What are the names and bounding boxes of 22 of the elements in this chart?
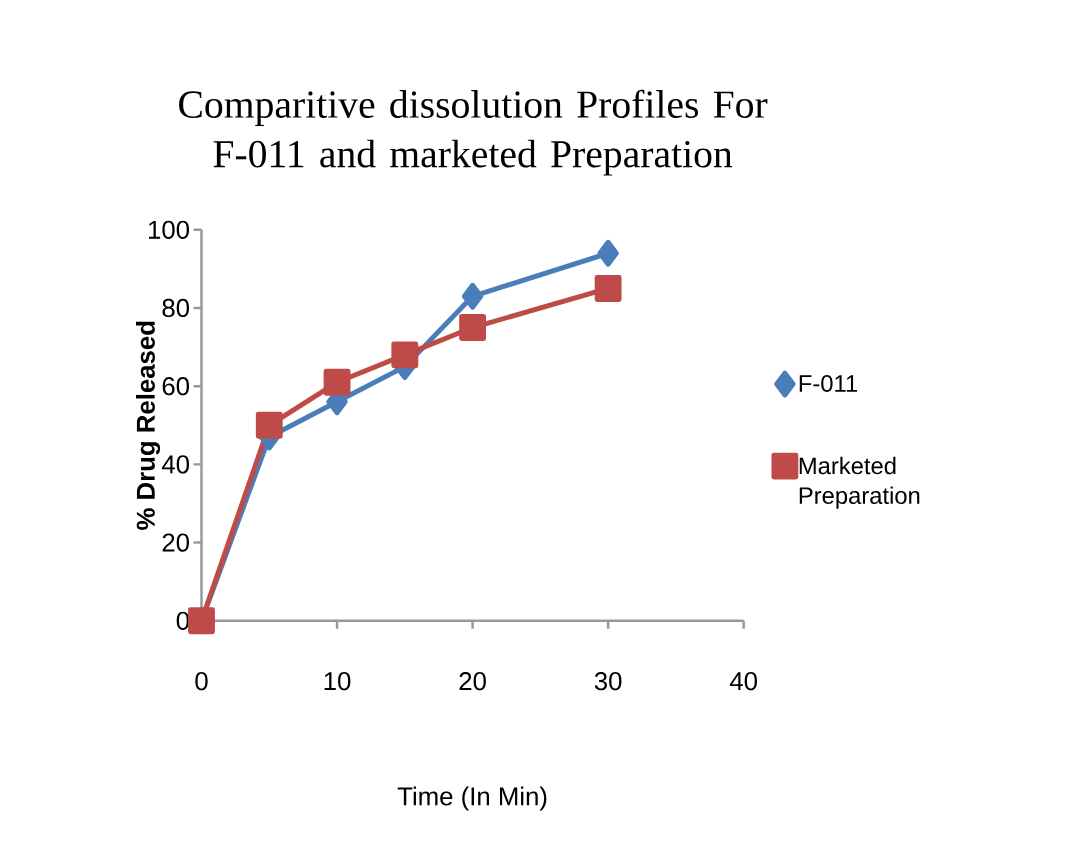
point [461,283,484,310]
point [391,341,419,369]
point [255,412,283,439]
point [594,275,622,303]
y-tick-label: 40 [161,455,190,474]
x-tick-label: 40 [729,672,757,691]
point [459,314,487,342]
x-tick-label: 10 [324,672,351,691]
y-tick-label: 100 [149,220,190,240]
legend-label: F-011 [799,375,858,393]
y-tick-label: 20 [162,533,190,552]
y-tick-label: 80 [162,299,190,318]
x-axis-title: Time (In Min) [397,786,547,811]
x-tick-label: 20 [459,672,486,691]
x-tick-label: 0 [195,672,208,691]
y-axis-title: % Drug Released [136,322,161,531]
x-tick-label: 30 [594,672,622,691]
point [597,240,619,267]
point [323,369,351,396]
legend-label: Marketed Preparation [799,457,920,509]
y-tick-label: 60 [162,377,190,396]
chart-title: Comparitive dissolution Profiles For F-011 and marketed Preparation [179,89,768,176]
